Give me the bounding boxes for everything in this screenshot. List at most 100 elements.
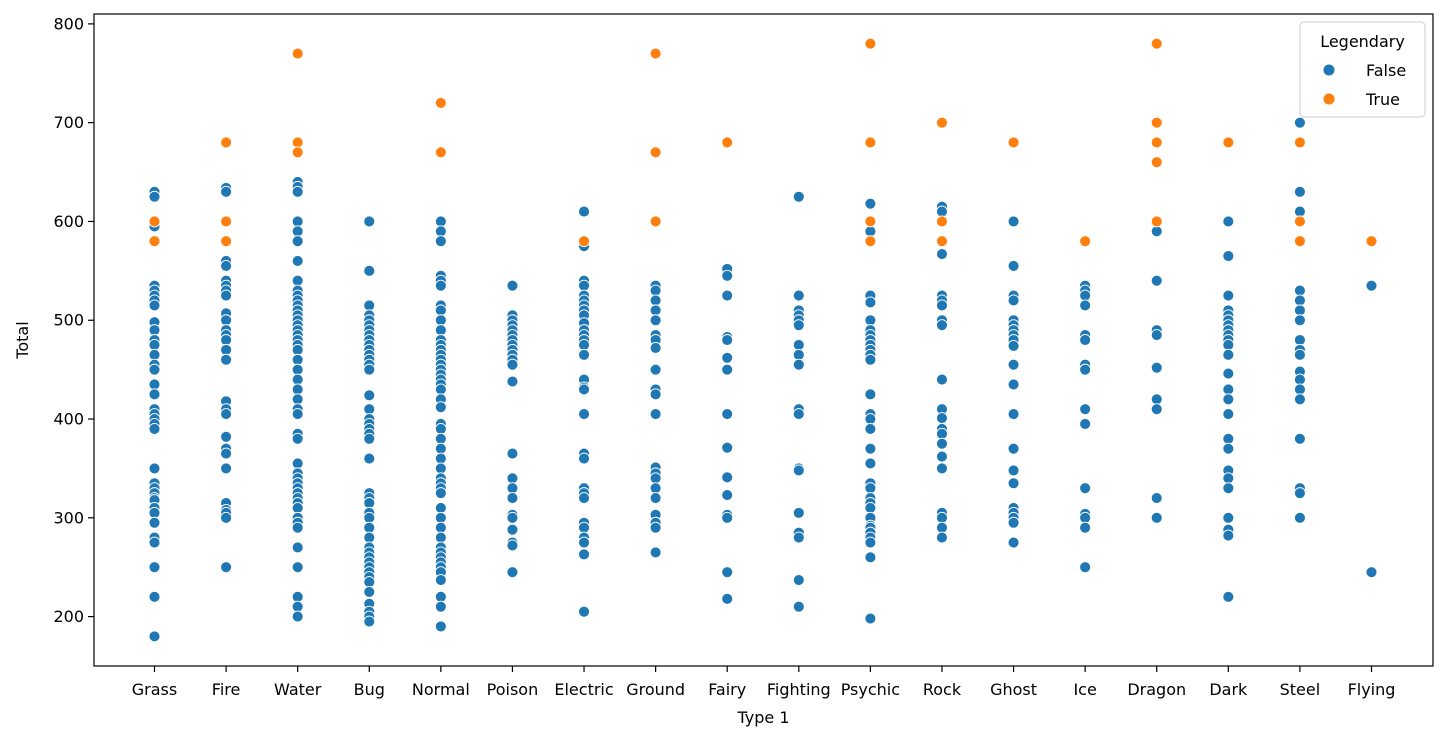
point-false — [792, 506, 805, 519]
point-false — [792, 289, 805, 302]
point-false — [1079, 482, 1092, 495]
x-axis-label: Type 1 — [736, 708, 789, 727]
y-tick-label: 400 — [53, 410, 84, 429]
point-false — [1222, 432, 1235, 445]
point-false — [363, 615, 376, 628]
point-false — [1222, 289, 1235, 302]
point-false — [649, 314, 662, 327]
point-false — [792, 408, 805, 421]
point-false — [1079, 418, 1092, 430]
point-false — [1150, 511, 1163, 524]
point-false — [864, 612, 877, 625]
point-false — [434, 531, 447, 544]
point-false — [363, 497, 376, 509]
point-false — [220, 334, 233, 346]
point-true — [291, 146, 304, 159]
point-false — [434, 422, 447, 435]
point-false — [864, 422, 877, 435]
point-false — [1293, 284, 1306, 297]
point-false — [1365, 279, 1378, 292]
point-false — [148, 462, 161, 475]
point-false — [506, 492, 519, 505]
point-false — [578, 338, 590, 351]
point-false — [721, 289, 734, 302]
point-false — [434, 215, 447, 228]
point-false — [578, 605, 590, 618]
legend-label: False — [1366, 61, 1406, 80]
point-false — [434, 574, 447, 587]
point-true — [649, 47, 662, 60]
x-tick-label: Ground — [626, 680, 685, 699]
point-false — [1150, 393, 1163, 406]
point-false — [363, 432, 376, 445]
x-tick-label: Psychic — [841, 680, 900, 699]
point-false — [721, 489, 734, 502]
point-true — [1150, 156, 1163, 169]
point-false — [148, 561, 161, 574]
y-tick-label: 800 — [53, 14, 84, 33]
y-tick-label: 700 — [53, 113, 84, 132]
point-false — [291, 225, 304, 238]
x-tick-label: Fire — [212, 680, 241, 699]
point-false — [291, 393, 304, 406]
point-false — [148, 516, 161, 529]
point-true — [864, 136, 877, 149]
point-false — [864, 197, 877, 210]
point-true — [864, 235, 877, 248]
x-tick-label: Bug — [354, 680, 385, 699]
point-true — [721, 136, 734, 149]
point-false — [291, 561, 304, 574]
point-true — [649, 215, 662, 228]
point-false — [649, 408, 662, 421]
point-false — [148, 299, 161, 312]
point-false — [649, 341, 662, 354]
point-false — [434, 314, 447, 327]
point-false — [434, 462, 447, 475]
point-false — [864, 388, 877, 401]
point-false — [506, 482, 519, 495]
point-false — [1222, 529, 1235, 542]
point-false — [578, 279, 590, 292]
point-false — [434, 620, 447, 633]
x-tick-label: Electric — [554, 680, 613, 699]
point-false — [864, 482, 877, 495]
point-false — [220, 511, 233, 524]
point-false — [220, 430, 233, 443]
point-true — [1222, 136, 1235, 149]
point-false — [291, 501, 304, 514]
point-false — [434, 279, 447, 292]
point-false — [291, 521, 304, 534]
point-false — [1079, 363, 1092, 376]
point-false — [864, 225, 877, 238]
point-false — [434, 511, 447, 524]
point-false — [506, 511, 519, 524]
point-false — [291, 185, 304, 198]
point-false — [220, 462, 233, 475]
point-false — [1293, 393, 1306, 406]
point-false — [1293, 511, 1306, 524]
point-true — [936, 116, 948, 129]
x-tick-label: Dark — [1209, 680, 1248, 699]
point-false — [578, 205, 590, 218]
point-false — [1079, 299, 1092, 312]
point-false — [1222, 442, 1235, 455]
point-false — [1222, 383, 1235, 396]
point-true — [1150, 37, 1163, 50]
point-false — [1222, 348, 1235, 361]
point-false — [1007, 408, 1020, 421]
point-false — [1222, 250, 1235, 262]
point-false — [864, 501, 877, 514]
point-false — [148, 338, 161, 351]
point-false — [1150, 225, 1163, 238]
point-false — [578, 452, 590, 465]
point-false — [434, 442, 447, 455]
point-true — [291, 136, 304, 149]
point-false — [1222, 482, 1235, 495]
point-false — [1222, 472, 1235, 485]
point-false — [864, 442, 877, 455]
x-tick-label: Fairy — [708, 680, 746, 699]
point-false — [792, 531, 805, 544]
points-layer — [148, 37, 1378, 643]
point-false — [1079, 521, 1092, 534]
